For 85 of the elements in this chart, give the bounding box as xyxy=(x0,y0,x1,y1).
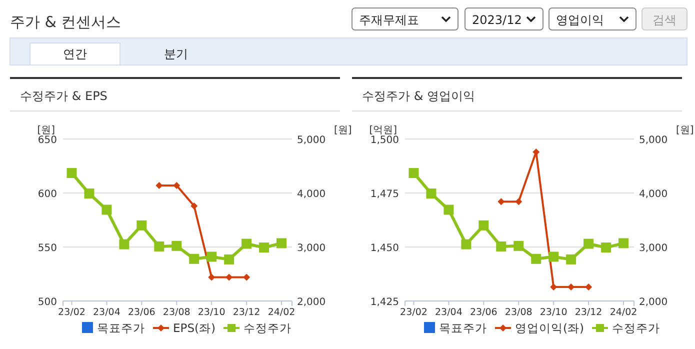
point xyxy=(584,238,594,249)
x-tick-label: 23/08 xyxy=(162,307,190,318)
point xyxy=(172,240,182,251)
point xyxy=(154,241,164,252)
y-tick-label: 1,450 xyxy=(370,243,399,254)
point xyxy=(426,188,436,199)
y-axis-title: [원] xyxy=(37,125,56,136)
y-tick-label: 650 xyxy=(38,135,57,146)
x-tick-label: 23/02 xyxy=(58,307,86,318)
x-tick-label: 23/06 xyxy=(470,307,498,318)
x-tick-label: 23/10 xyxy=(198,307,226,318)
point xyxy=(259,242,270,253)
point xyxy=(276,238,287,248)
point xyxy=(515,198,522,206)
y2-tick-label: 5,000 xyxy=(297,135,326,146)
y-tick-label: 1,425 xyxy=(370,297,399,308)
x-tick-label: 24/02 xyxy=(268,307,296,318)
point xyxy=(226,274,233,281)
y2-axis-title: [원] xyxy=(676,125,694,136)
text: 연간 xyxy=(63,47,87,61)
point xyxy=(156,182,163,189)
y2-tick-label: 5,000 xyxy=(639,135,668,146)
text: 분기 xyxy=(164,47,188,61)
legend-label: 목표주가 xyxy=(97,321,145,335)
point xyxy=(224,254,234,264)
x-tick-label: 23/06 xyxy=(128,307,156,318)
point xyxy=(243,274,250,281)
point xyxy=(206,252,217,262)
point xyxy=(136,220,147,230)
y2-tick-label: 3,000 xyxy=(639,243,668,254)
point xyxy=(601,242,612,253)
point xyxy=(190,202,198,210)
y2-axis-title: [원] xyxy=(334,125,352,136)
point xyxy=(548,252,559,262)
text: 영업이익 xyxy=(556,13,604,27)
legend-label: EPS(좌) xyxy=(173,321,216,335)
x-tick-label: 23/04 xyxy=(435,307,462,318)
x-tick-label: 23/10 xyxy=(540,307,568,318)
chart-title: 수정주가 & EPS xyxy=(20,89,108,103)
y-tick-label: 1,500 xyxy=(370,135,399,146)
x-tick-label: 23/12 xyxy=(574,307,602,318)
point xyxy=(102,204,112,215)
point xyxy=(408,168,419,178)
y-axis-title: [억원] xyxy=(369,125,398,136)
legend-label: 수정주가 xyxy=(612,321,660,335)
x-tick-label: 24/02 xyxy=(610,307,638,318)
point xyxy=(461,239,472,250)
y2-tick-label: 4,000 xyxy=(297,189,326,200)
point xyxy=(173,182,180,189)
y-tick-label: 600 xyxy=(38,189,57,200)
text: 주재무제표 xyxy=(359,13,419,27)
y2-tick-label: 2,000 xyxy=(639,297,668,308)
text: 검색 xyxy=(652,13,676,27)
point xyxy=(242,238,252,249)
point xyxy=(478,220,489,230)
point xyxy=(566,254,576,264)
x-tick-label: 23/12 xyxy=(232,307,260,318)
text: 주가 & 컨센서스 xyxy=(10,13,122,31)
x-tick-label: 23/02 xyxy=(400,307,428,318)
y2-tick-label: 3,000 xyxy=(297,243,326,254)
point xyxy=(618,238,629,248)
y2-tick-label: 4,000 xyxy=(639,189,668,200)
y-tick-label: 500 xyxy=(38,297,57,308)
x-tick-label: 23/08 xyxy=(504,307,532,318)
point xyxy=(514,240,524,251)
point xyxy=(84,188,94,199)
point xyxy=(531,254,542,264)
y-tick-label: 1,475 xyxy=(370,189,399,200)
point xyxy=(444,204,454,215)
legend-label: 영업이익(좌) xyxy=(515,321,584,335)
y2-tick-label: 2,000 xyxy=(297,297,326,308)
point xyxy=(585,283,592,290)
y-tick-label: 550 xyxy=(38,243,57,254)
point xyxy=(66,168,77,178)
point xyxy=(119,239,130,250)
point xyxy=(208,274,216,281)
legend-label: 목표주가 xyxy=(439,321,487,335)
point xyxy=(532,148,540,156)
point xyxy=(189,254,200,264)
legend-label: 수정주가 xyxy=(243,321,292,335)
chart-title: 수정주가 & 영업이익 xyxy=(362,89,475,103)
point xyxy=(498,198,505,206)
point xyxy=(496,241,506,252)
text: 2023/12 xyxy=(472,13,522,27)
x-tick-label: 23/04 xyxy=(93,307,120,318)
